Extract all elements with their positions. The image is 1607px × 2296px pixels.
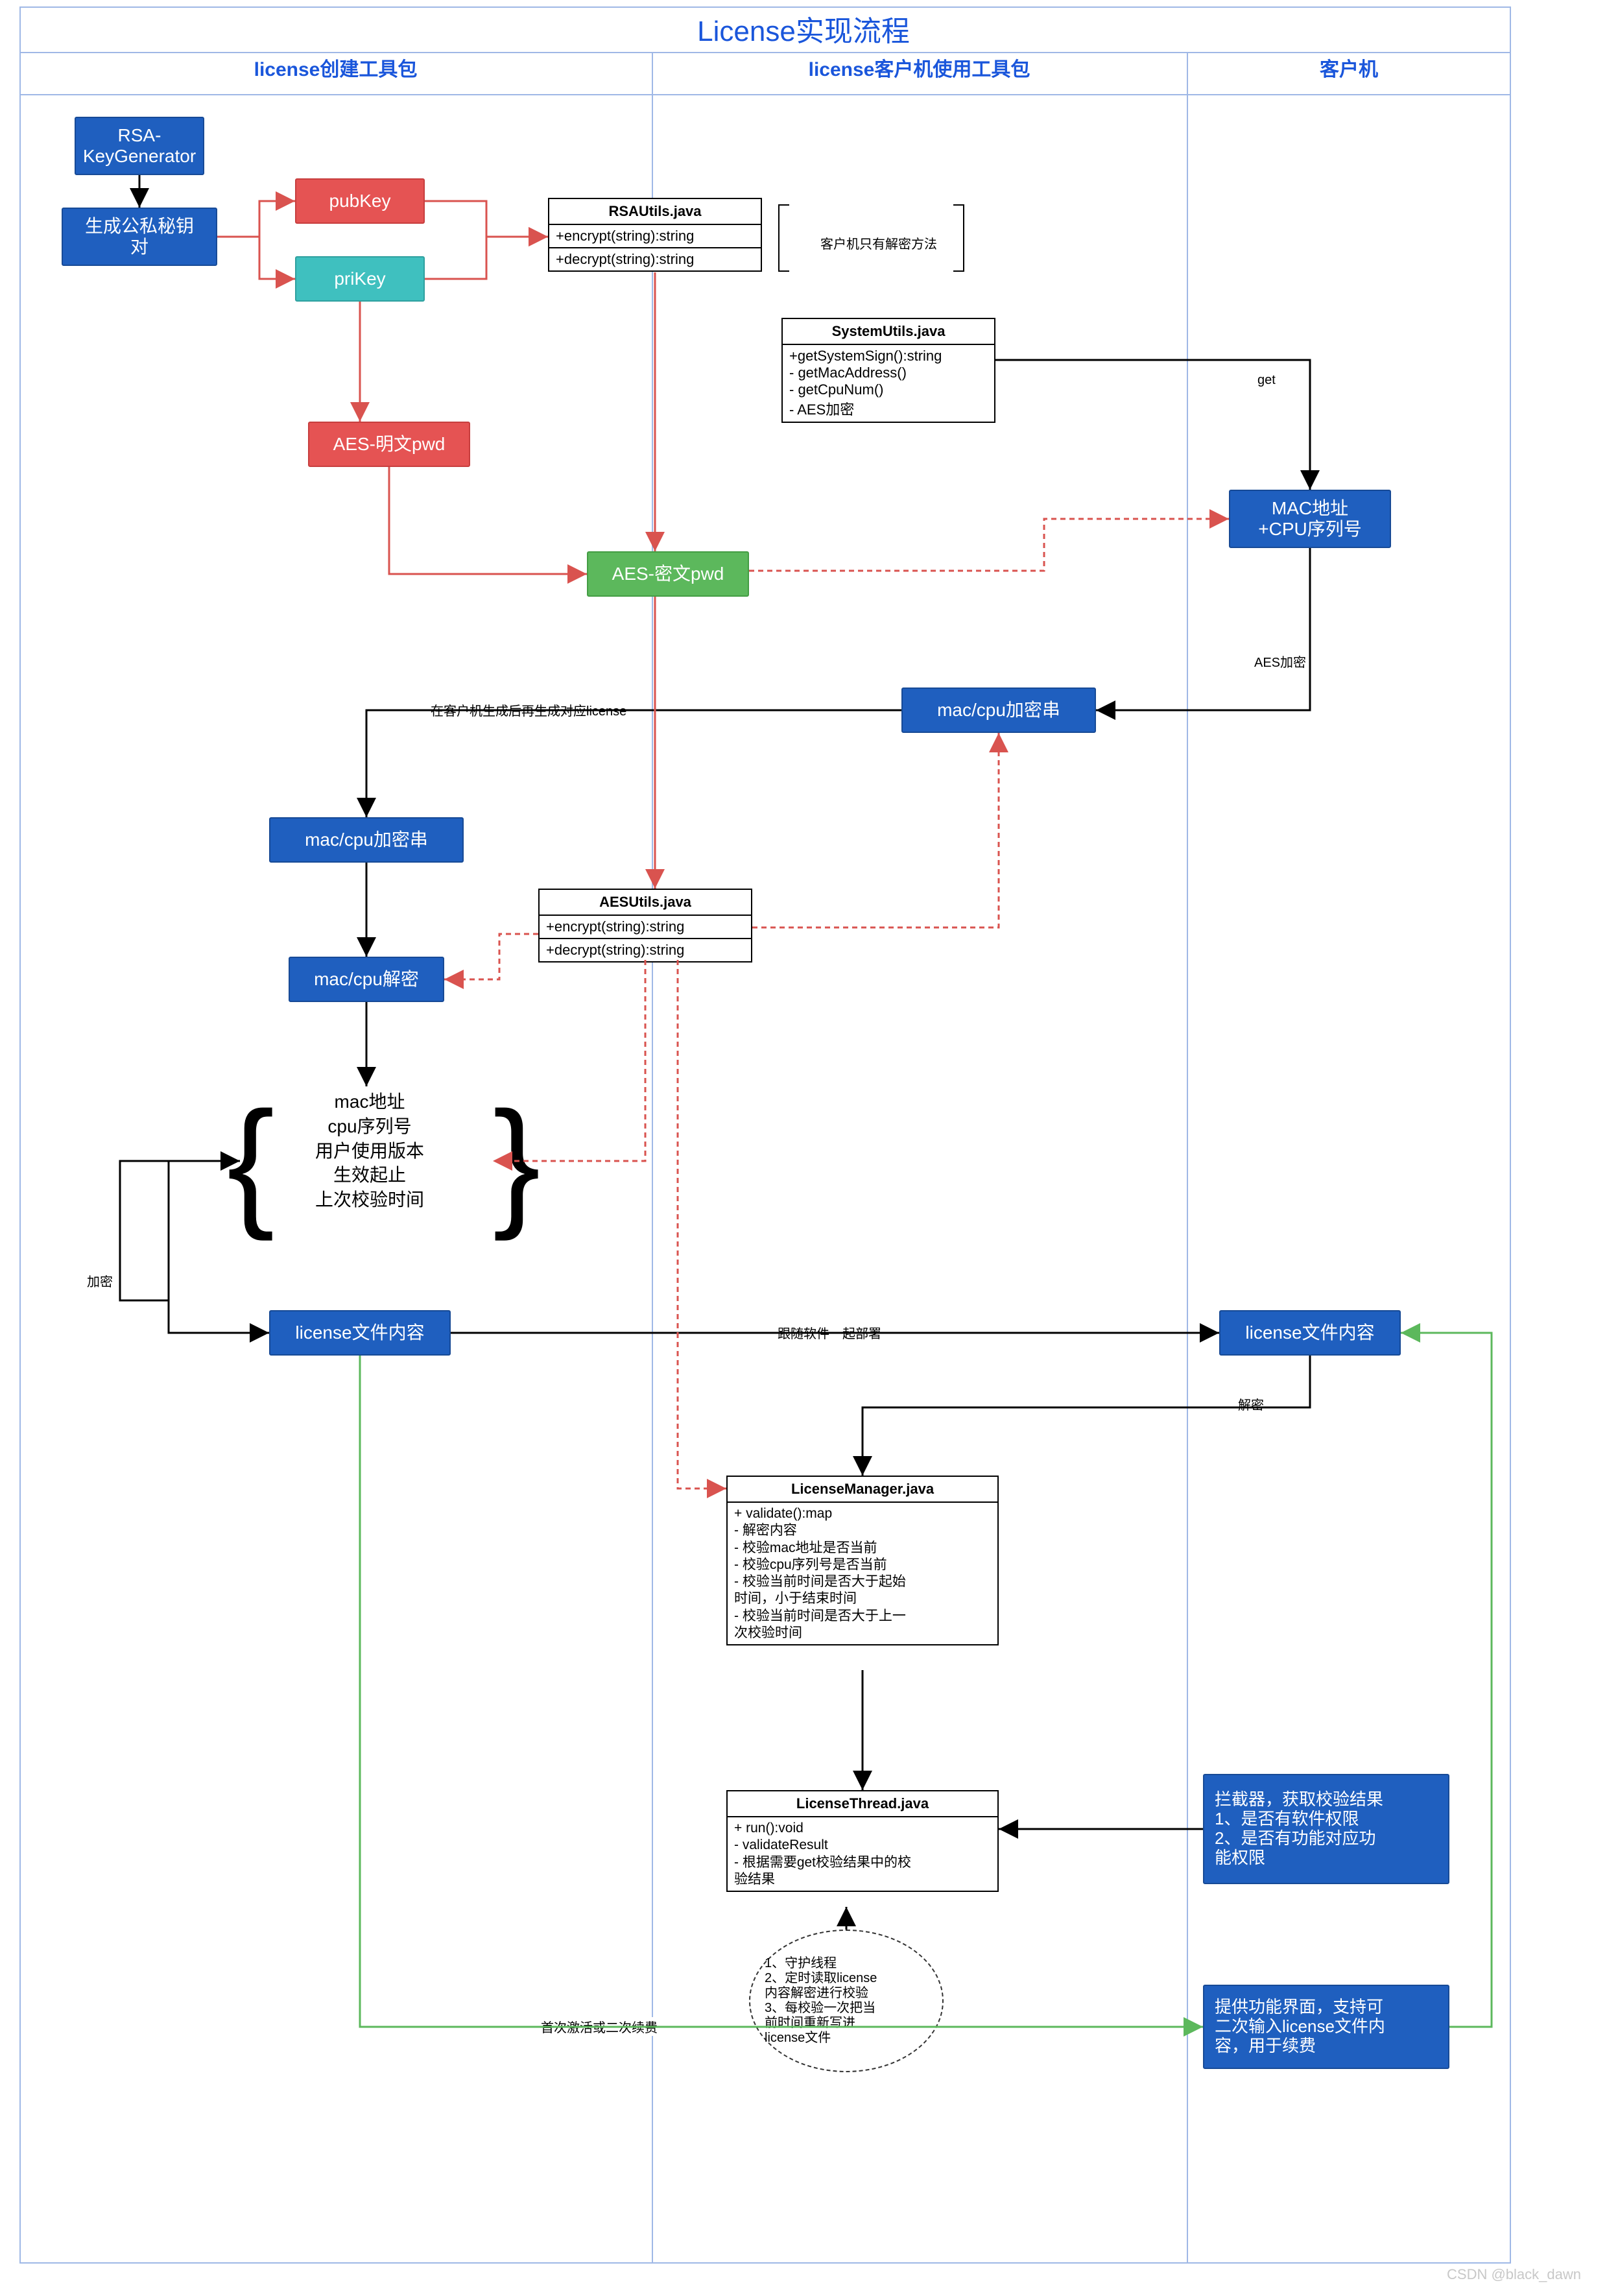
class-licensemanager: LicenseManager.java+ validate():map - 解密…	[726, 1476, 999, 1645]
col-split-1	[652, 52, 653, 2264]
node-maccpu-dec: mac/cpu解密	[289, 957, 444, 1002]
col-split-2	[1187, 52, 1188, 2264]
brace-right-icon: }	[493, 1080, 540, 1244]
label-encrypt: 加密	[84, 1271, 115, 1290]
info-list: mac地址cpu序列号用户使用版本生效起止上次校验时间	[246, 1090, 493, 1212]
node-aes-cipher: AES-密文pwd	[587, 551, 749, 597]
node-generate-keys: 生成公私秘钥对	[62, 208, 217, 266]
class-rsautils: RSAUtils.java+encrypt(string):string+dec…	[548, 198, 762, 272]
node-mac-cpu-info: MAC地址+CPU序列号	[1229, 490, 1391, 548]
class-systemutils: SystemUtils.java+getSystemSign():string …	[781, 318, 995, 423]
bracket-right-icon	[953, 204, 964, 272]
node-aes-plain: AES-明文pwd	[308, 422, 470, 467]
class-licensethread: LicenseThread.java+ run():void - validat…	[726, 1790, 999, 1892]
label-renew: 首次激活或二次续费	[538, 2017, 660, 2036]
node-license-left: license文件内容	[269, 1310, 451, 1356]
node-maccpu-enc-right: mac/cpu加密串	[901, 688, 1096, 733]
column-header-2: license客户机使用工具包	[652, 53, 1187, 82]
class-aesutils: AESUtils.java+encrypt(string):string+dec…	[538, 889, 752, 963]
node-prikey: priKey	[295, 256, 425, 302]
bracket-left-icon	[778, 204, 789, 272]
note-daemon-thread: 1、守护线程2、定时读取license内容解密进行校验3、每校验一次把当前时间重…	[749, 1930, 944, 2072]
node-interceptor: 拦截器，获取校验结果1、是否有软件权限2、是否有功能对应功能权限	[1203, 1774, 1449, 1884]
label-deploy: 跟随软件一起部署	[775, 1323, 884, 1342]
brace-left-icon: {	[227, 1080, 274, 1244]
node-rsa-keygenerator: RSA-KeyGenerator	[75, 117, 204, 175]
note-rsa-decrypt: 客户机只有解密方法	[820, 233, 937, 252]
label-get: get	[1255, 373, 1278, 388]
column-header-3: 客户机	[1187, 53, 1511, 82]
node-maccpu-enc-left: mac/cpu加密串	[269, 817, 464, 863]
node-pubkey: pubKey	[295, 178, 425, 224]
diagram-title: License实现流程	[0, 8, 1607, 49]
column-header-1: license创建工具包	[19, 53, 652, 82]
node-license-right: license文件内容	[1219, 1310, 1401, 1356]
label-decrypt: 解密	[1235, 1394, 1267, 1413]
label-aes-enc: AES加密	[1252, 652, 1309, 671]
label-gen-client: 在客户机生成后再生成对应license	[428, 700, 629, 719]
column-separator	[19, 94, 1511, 95]
page: License实现流程 license创建工具包 license客户机使用工具包…	[0, 0, 1607, 2296]
watermark: CSDN @black_dawn	[1447, 2266, 1581, 2283]
node-renew: 提供功能界面，支持可二次输入license文件内容，用于续费	[1203, 1985, 1449, 2069]
